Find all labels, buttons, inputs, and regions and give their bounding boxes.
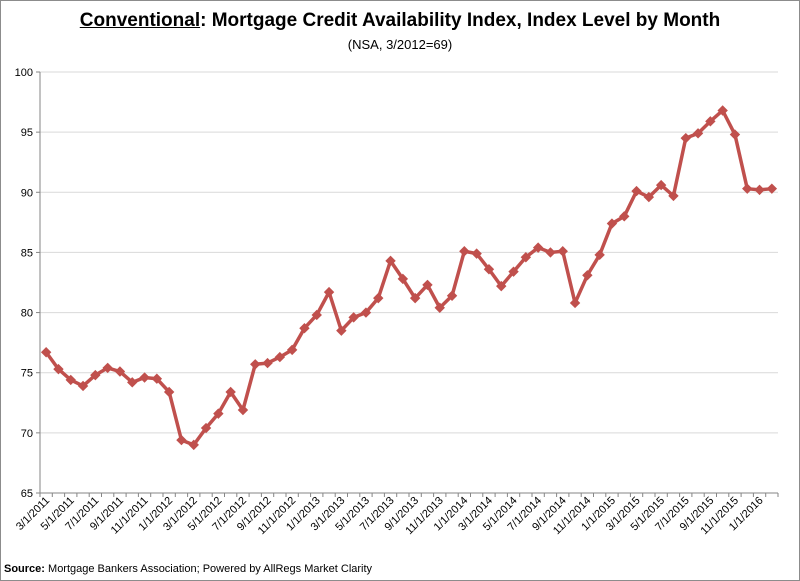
data-point-1/1/2013: [311, 309, 322, 321]
data-point-11/1/2015: [729, 129, 741, 140]
data-point-4/1/2013: [348, 312, 359, 323]
data-point-8/1/2012: [250, 359, 261, 370]
data-point-4/1/2014: [496, 280, 507, 292]
data-point-9/1/2015: [705, 116, 716, 127]
data-point-5/1/2012: [213, 408, 224, 419]
data-point-10/1/2015: [717, 105, 728, 116]
chart-title-rest: : Mortgage Credit Availability Index, In…: [200, 10, 721, 31]
data-point-3/1/2011: [40, 347, 52, 358]
data-point-2/1/2013: [323, 286, 335, 298]
source-note: Source: Mortgage Bankers Association; Po…: [4, 563, 372, 575]
y-tick-label-95: 95: [21, 127, 33, 139]
data-point-9/1/2011: [114, 366, 126, 377]
data-point-10/1/2014: [569, 297, 581, 309]
series-group: [40, 105, 778, 451]
data-point-11/1/2013: [434, 302, 445, 313]
data-point-4/1/2015: [643, 191, 655, 203]
data-point-3/1/2014: [483, 264, 495, 275]
y-tick-label-90: 90: [21, 187, 33, 199]
data-point-6/1/2014: [520, 252, 532, 263]
data-point-7/1/2011: [90, 369, 101, 381]
data-point-12/1/2011: [151, 373, 163, 384]
data-point-11/1/2011: [139, 372, 150, 383]
chart-title: Conventional: Mortgage Credit Availabili…: [0, 10, 800, 32]
data-point-7/1/2013: [385, 255, 396, 267]
chart-title-prefix: Conventional: [79, 10, 201, 31]
data-point-10/1/2011: [127, 377, 138, 388]
y-tick-label-70: 70: [21, 428, 33, 440]
data-point-1/1/2014: [459, 246, 470, 257]
data-point-5/1/2013: [360, 307, 372, 318]
chart-subtitle: (NSA, 3/2012=69): [347, 37, 453, 52]
y-tick-label-80: 80: [21, 308, 33, 320]
data-point-3/1/2013: [336, 325, 347, 336]
data-point-2/1/2015: [619, 211, 630, 222]
data-point-6/1/2011: [77, 380, 89, 392]
data-point-4/1/2012: [200, 422, 212, 434]
data-point-6/1/2012: [225, 386, 236, 398]
data-point-12/1/2014: [594, 249, 605, 261]
data-point-2/1/2012: [176, 434, 187, 446]
data-point-9/1/2014: [557, 246, 568, 257]
data-point-6/1/2015: [668, 190, 679, 202]
data-point-3/1/2015: [631, 185, 642, 197]
data-point-7/1/2015: [680, 132, 691, 144]
data-point-7/1/2012: [237, 404, 249, 416]
y-tick-label-65: 65: [21, 488, 33, 500]
data-point-5/1/2011: [65, 374, 76, 386]
gridlines: [40, 71, 778, 434]
data-point-7/1/2014: [532, 242, 544, 253]
data-point-6/1/2013: [373, 292, 384, 304]
y-axis-ticks: 65 70 75 80 85 90 95 100: [15, 67, 40, 500]
data-point-12/1/2015: [742, 183, 753, 194]
y-tick-label-75: 75: [21, 368, 33, 380]
data-point-10/1/2013: [422, 279, 433, 291]
data-point-2/1/2014: [471, 248, 482, 259]
data-point-9/1/2012: [262, 357, 273, 369]
data-point-12/1/2012: [299, 323, 310, 334]
data-point-5/1/2015: [655, 179, 667, 191]
data-point-1/1/2012: [163, 386, 175, 398]
series-line-0: [44, 108, 774, 447]
data-point-10/1/2012: [274, 351, 286, 363]
y-tick-label-100: 100: [15, 67, 33, 79]
data-point-5/1/2014: [508, 266, 519, 277]
data-point-9/1/2013: [409, 292, 421, 304]
data-point-3/1/2012: [188, 439, 199, 451]
data-point-8/1/2013: [397, 273, 409, 285]
source-label: Source:: [4, 563, 45, 575]
data-point-1/1/2015: [606, 218, 618, 229]
y-tick-label-85: 85: [21, 247, 33, 259]
data-point-8/1/2015: [692, 128, 704, 139]
data-point-12/1/2013: [446, 290, 458, 301]
data-point-11/1/2014: [582, 270, 593, 281]
source-text: Mortgage Bankers Association; Powered by…: [44, 563, 373, 575]
data-point-11/1/2012: [286, 344, 298, 356]
data-point-8/1/2011: [102, 362, 113, 374]
data-point-8/1/2014: [545, 247, 556, 258]
axes: [39, 72, 778, 494]
data-point-2/1/2016: [766, 183, 778, 194]
data-point-4/1/2011: [53, 363, 64, 375]
data-point-1/1/2016: [754, 184, 765, 196]
x-axis-ticks: 3/1/20115/1/20117/1/20119/1/201111/1/201…: [14, 493, 779, 537]
